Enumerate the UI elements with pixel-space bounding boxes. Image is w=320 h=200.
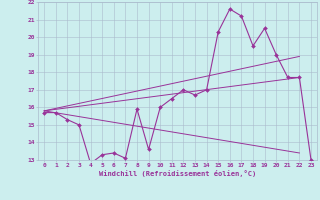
X-axis label: Windchill (Refroidissement éolien,°C): Windchill (Refroidissement éolien,°C) [99,170,256,177]
